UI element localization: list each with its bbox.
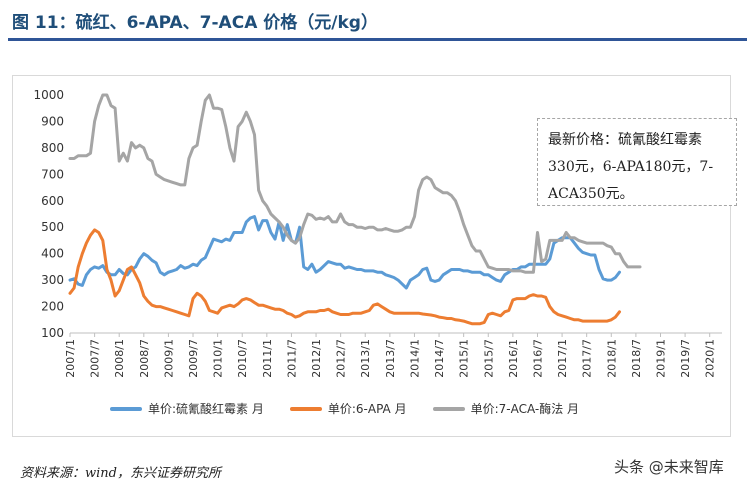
y-axis: 100 200 300 400 500 600 700 800 900 1000 bbox=[33, 88, 64, 340]
x-tick-label: 2011/1 bbox=[261, 339, 274, 378]
x-axis: 2007/1 2007/7 2008/1 2008/7 2009/1 2009/7 2010… bbox=[64, 332, 722, 378]
x-tick-label: 2015/7 bbox=[482, 339, 495, 378]
y-tick-label: 600 bbox=[41, 194, 64, 208]
figure-title: 图 11：硫红、6-APA、7-ACA 价格（元/kg） bbox=[12, 13, 378, 33]
x-tick-label: 2009/7 bbox=[187, 339, 200, 378]
y-tick-label: 400 bbox=[41, 247, 64, 261]
legend-swatch bbox=[110, 406, 142, 411]
x-tick-label: 2012/7 bbox=[335, 339, 348, 378]
x-tick-label: 2014/7 bbox=[433, 339, 446, 378]
legend-item: 单价:7-ACA-酶法 月 bbox=[432, 400, 580, 417]
x-tick-label: 2007/1 bbox=[64, 339, 77, 378]
legend-swatch bbox=[289, 406, 322, 411]
y-tick-label: 200 bbox=[41, 300, 64, 314]
title-rule bbox=[8, 38, 747, 41]
x-tick-label: 2010/7 bbox=[236, 339, 249, 378]
series-line-3 bbox=[68, 93, 642, 274]
x-tick-label: 2019/1 bbox=[654, 339, 667, 378]
legend-item: 单价:6-APA 月 bbox=[289, 400, 407, 417]
x-tick-label: 2012/1 bbox=[310, 339, 323, 378]
y-tick-label: 800 bbox=[41, 141, 64, 155]
x-tick-label: 2018/1 bbox=[605, 339, 618, 378]
x-tick-label: 2015/1 bbox=[458, 339, 471, 378]
x-tick-label: 2016/1 bbox=[507, 339, 520, 378]
y-tick-label: 100 bbox=[41, 326, 64, 340]
series-line-2 bbox=[68, 228, 621, 326]
x-tick-label: 2019/7 bbox=[679, 339, 692, 378]
x-tick-label: 2007/7 bbox=[89, 339, 102, 378]
y-tick-label: 500 bbox=[41, 220, 64, 234]
legend-item: 单价:硫氰酸红霉素 月 bbox=[110, 400, 264, 417]
watermark: 头条 @未来智库 bbox=[614, 458, 724, 476]
x-tick-label: 2013/1 bbox=[359, 339, 372, 378]
x-tick-label: 2008/7 bbox=[138, 339, 151, 378]
legend-label: 单价:6-APA 月 bbox=[327, 402, 407, 416]
x-tick-label: 2016/7 bbox=[531, 339, 544, 378]
legend-swatch bbox=[432, 406, 465, 411]
latest-price-annotation: 最新价格：硫氰酸红霉素330元，6-APA180元，7-ACA350元。 bbox=[537, 118, 737, 206]
x-tick-label: 2018/7 bbox=[630, 339, 643, 378]
x-tick-label: 2020/1 bbox=[704, 339, 717, 378]
x-tick-label: 2013/7 bbox=[384, 339, 397, 378]
legend-label: 单价:7-ACA-酶法 月 bbox=[470, 402, 580, 416]
y-tick-label: 900 bbox=[41, 114, 64, 128]
x-tick-label: 2017/1 bbox=[556, 339, 569, 378]
annotation-text: 最新价格：硫氰酸红霉素330元，6-APA180元，7-ACA350元。 bbox=[548, 132, 714, 202]
y-tick-label: 700 bbox=[41, 167, 64, 181]
y-tick-label: 300 bbox=[41, 273, 64, 287]
x-tick-label: 2014/1 bbox=[408, 339, 421, 378]
x-tick-label: 2010/1 bbox=[212, 339, 225, 378]
x-tick-label: 2011/7 bbox=[285, 339, 298, 378]
series-layer bbox=[68, 93, 642, 326]
legend-label: 单价:硫氰酸红霉素 月 bbox=[148, 402, 264, 416]
x-tick-label: 2017/7 bbox=[581, 339, 594, 378]
chart-legend: 单价:硫氰酸红霉素 月 单价:6-APA 月 单价:7-ACA-酶法 月 bbox=[110, 400, 579, 417]
y-tick-label: 1000 bbox=[33, 88, 64, 102]
source-note: 资料来源：wind，东兴证券研究所 bbox=[20, 466, 221, 481]
x-tick-label: 2008/1 bbox=[113, 339, 126, 378]
x-tick-label: 2009/1 bbox=[162, 339, 175, 378]
series-line-1 bbox=[68, 215, 621, 290]
